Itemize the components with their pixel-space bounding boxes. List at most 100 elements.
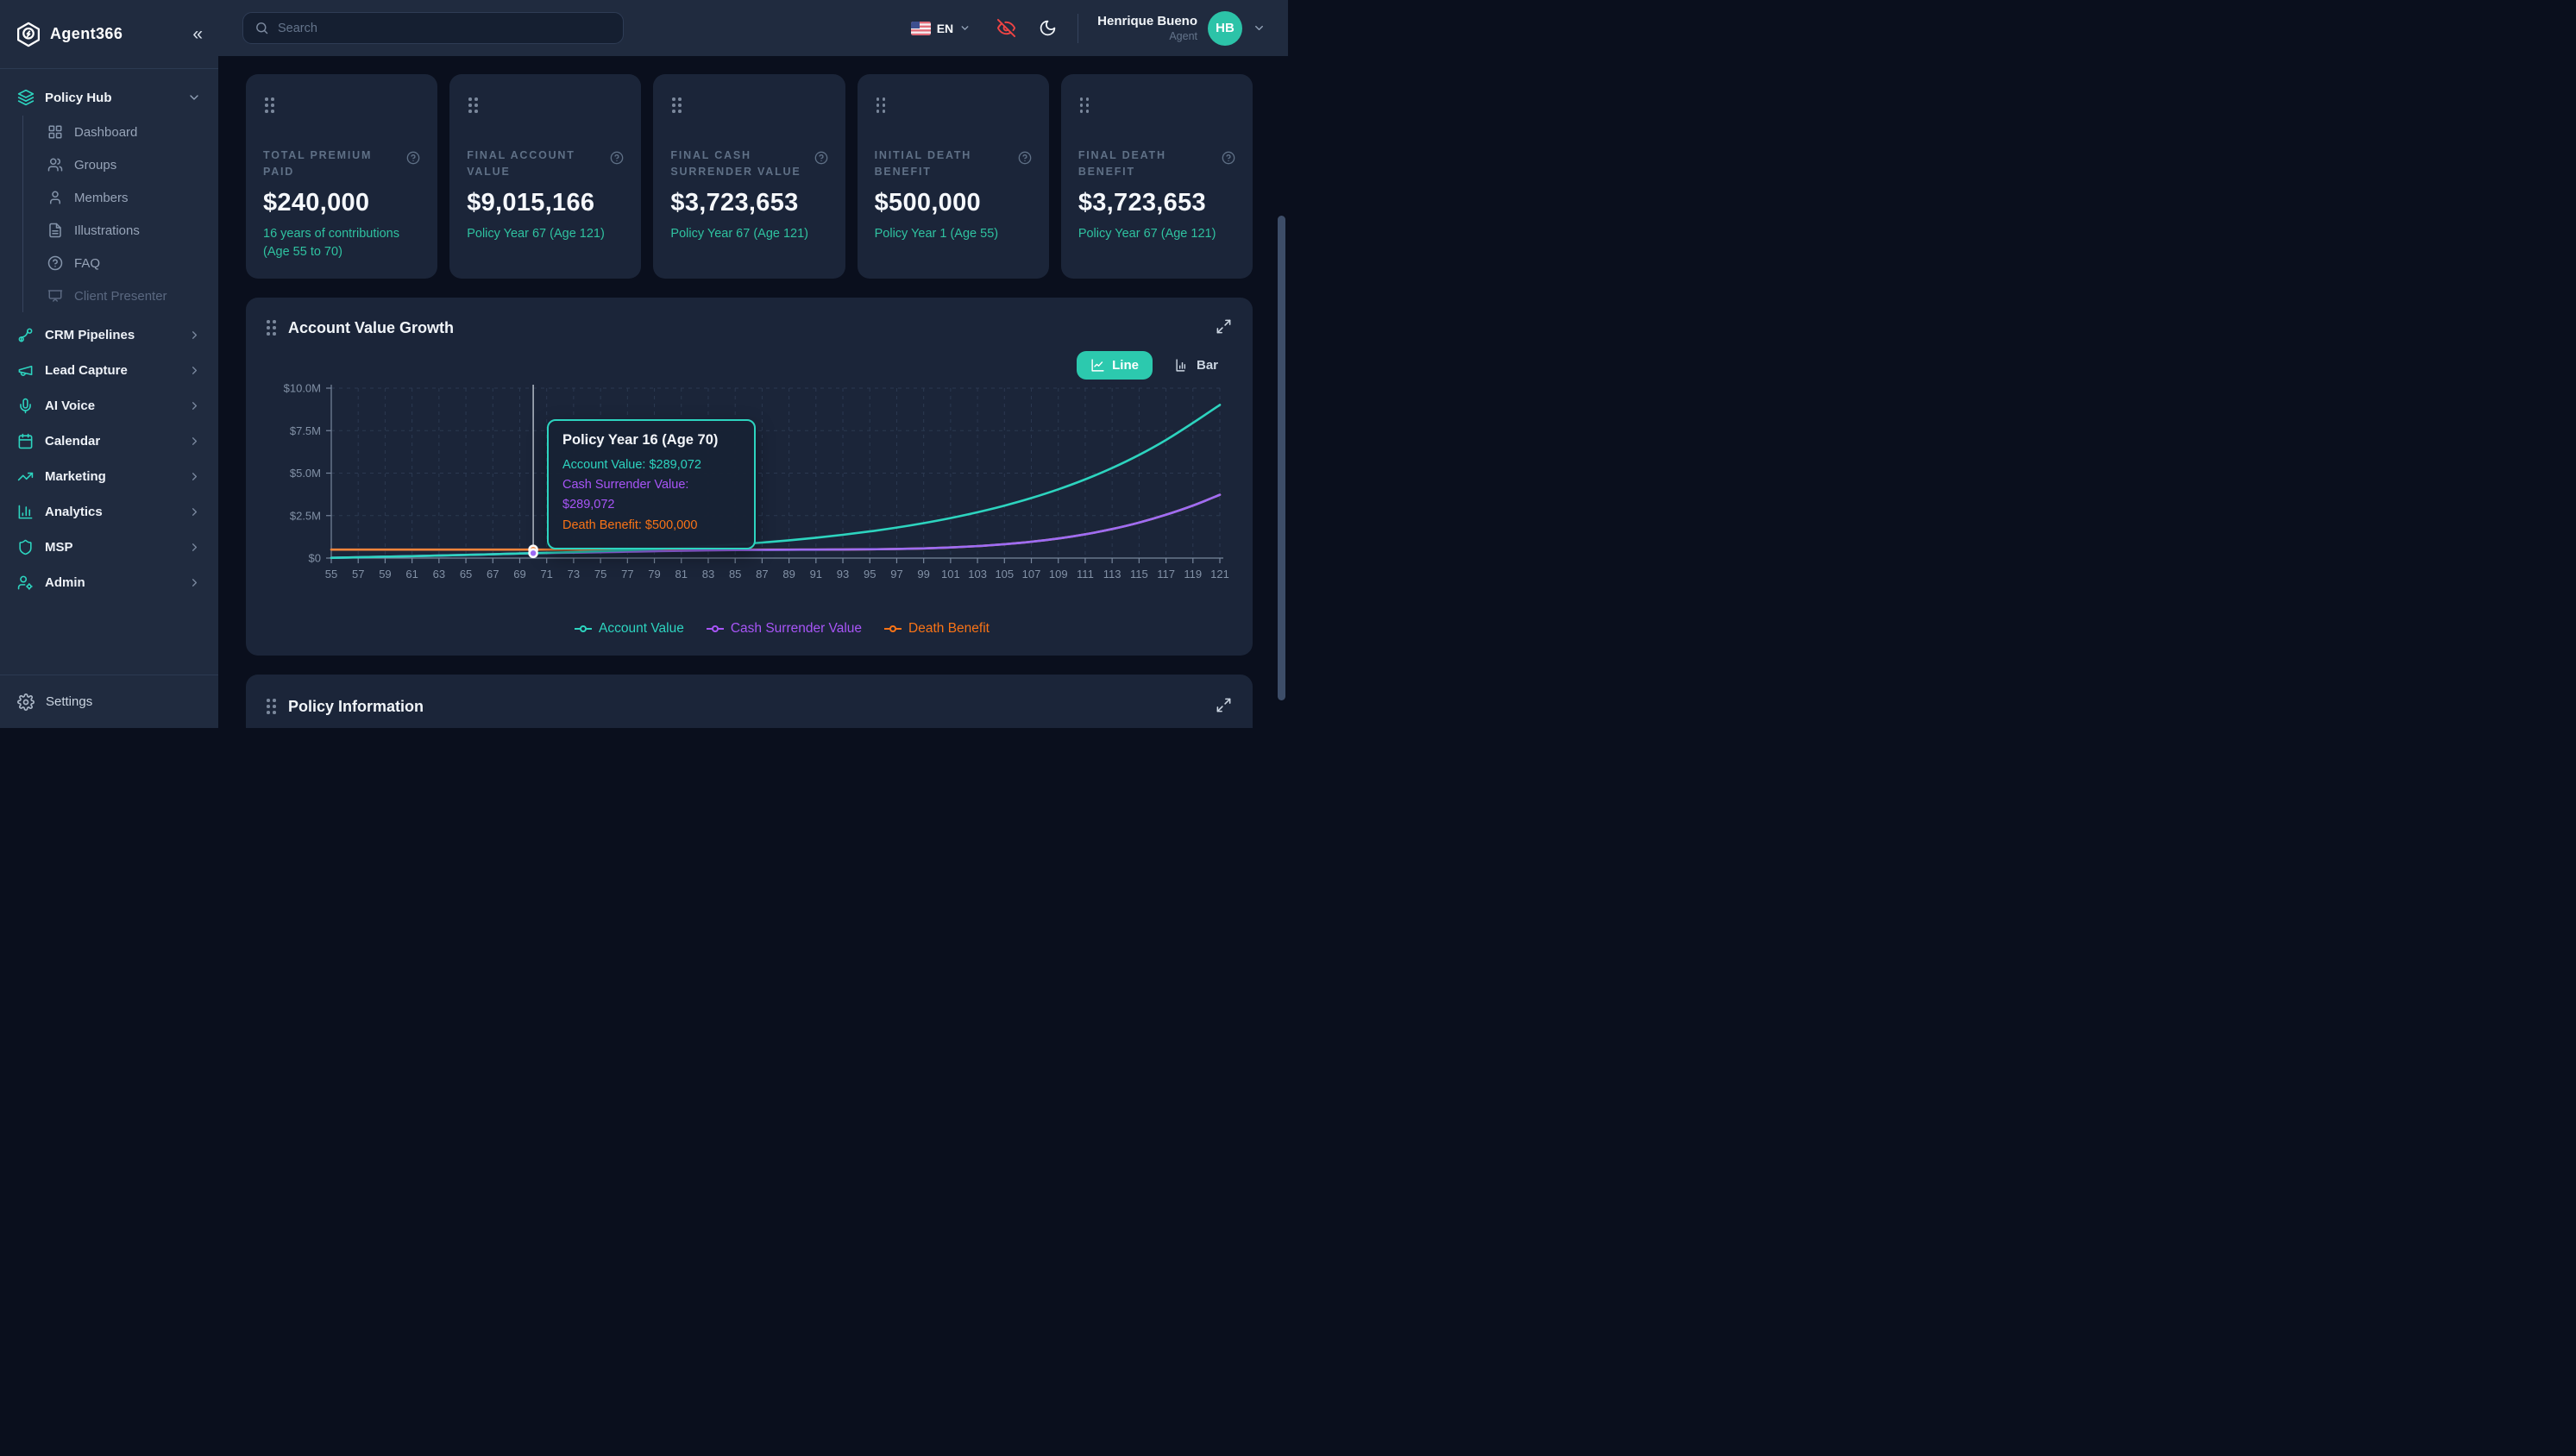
svg-text:119: 119	[1184, 568, 1202, 581]
drag-handle-icon[interactable]	[876, 97, 886, 113]
gear-icon	[17, 693, 35, 711]
app-title: Agent366	[50, 25, 123, 42]
legend-item-account-value[interactable]: Account Value	[575, 621, 684, 637]
users-icon	[47, 157, 63, 173]
stat-card-final-death-benefit: Final Death Benefit $3,723,653 Policy Ye…	[1060, 74, 1253, 279]
line-chart-icon	[1090, 358, 1105, 373]
stat-subtitle: 16 years of contributions (Age 55 to 70)	[263, 226, 399, 260]
svg-text:109: 109	[1049, 568, 1068, 581]
help-circle-icon[interactable]	[610, 151, 624, 165]
help-circle-icon[interactable]	[814, 151, 828, 165]
svg-text:91: 91	[810, 568, 822, 581]
stat-card-total-premium-paid: Total Premium Paid $240,000 16 years of …	[246, 74, 438, 279]
legend-item-cash-surrender-value[interactable]: Cash Surrender Value	[706, 621, 863, 637]
sidebar-item-label: FAQ	[74, 255, 101, 271]
sidebar-item-marketing[interactable]: Marketing	[10, 459, 208, 494]
file-text-icon	[47, 223, 63, 238]
drag-handle-icon[interactable]	[267, 699, 276, 714]
stat-card-initial-death-benefit: Initial Death Benefit $500,000 Policy Ye…	[857, 74, 1049, 279]
legend-item-death-benefit[interactable]: Death Benefit	[884, 621, 990, 637]
avatar[interactable]: HB	[1208, 10, 1242, 46]
svg-text:85: 85	[729, 568, 741, 581]
sidebar-item-ai-voice[interactable]: AI Voice	[10, 388, 208, 424]
presentation-icon	[47, 288, 63, 304]
trending-up-icon	[17, 468, 34, 485]
tooltip-title: Policy Year 16 (Age 70)	[562, 432, 719, 448]
chevron-down-icon	[1253, 22, 1266, 35]
stat-label: Final Death Benefit	[1078, 149, 1166, 178]
growth-chart-svg: $0 $2.5M $5.0M $7.5M $10.0M 55 57 59 61 63 65 67 69 7…	[284, 382, 1229, 581]
user-menu[interactable]: Henrique Bueno Agent HB	[1097, 10, 1266, 46]
sidebar-item-dashboard[interactable]: Dashboard	[23, 116, 208, 148]
growth-chart-plot[interactable]: $0 $2.5M $5.0M $7.5M $10.0M 55 57 59 61 63 65 67 69 7…	[267, 382, 1232, 589]
stat-cards-row: Total Premium Paid $240,000 16 years of …	[246, 74, 1253, 279]
drag-handle-icon[interactable]	[267, 320, 276, 336]
svg-text:79: 79	[648, 568, 660, 581]
help-circle-icon[interactable]	[1222, 151, 1235, 165]
legend-label: Death Benefit	[908, 621, 990, 636]
expand-panel-button[interactable]	[1216, 697, 1232, 716]
page-scrollbar[interactable]	[1278, 216, 1285, 700]
drag-handle-icon[interactable]	[468, 97, 478, 113]
moon-icon	[1039, 19, 1057, 37]
search-input[interactable]	[278, 21, 612, 35]
line-view-label: Line	[1112, 358, 1139, 373]
sidebar-item-label: MSP	[45, 540, 73, 555]
drag-handle-icon[interactable]	[265, 97, 274, 113]
maximize-icon	[1216, 697, 1232, 713]
help-circle-icon[interactable]	[1018, 151, 1032, 165]
svg-text:97: 97	[890, 568, 902, 581]
chevron-down-icon	[959, 22, 971, 34]
tooltip-account-value: Account Value: $289,072	[562, 458, 701, 472]
theme-toggle-button[interactable]	[1039, 19, 1057, 37]
expand-panel-button[interactable]	[1216, 318, 1232, 337]
sidebar-item-members[interactable]: Members	[23, 181, 208, 214]
help-circle-icon[interactable]	[406, 151, 420, 165]
sidebar-item-calendar[interactable]: Calendar	[10, 424, 208, 459]
search-input-wrapper	[242, 12, 624, 44]
drag-handle-icon[interactable]	[672, 97, 682, 113]
tooltip-cash-surrender-value: Cash Surrender Value: $289,072	[562, 478, 689, 512]
svg-text:$0: $0	[309, 552, 321, 565]
hide-values-button[interactable]	[996, 18, 1016, 38]
sidebar-item-policy-hub[interactable]: Policy Hub	[10, 81, 208, 114]
sidebar-item-analytics[interactable]: Analytics	[10, 494, 208, 530]
svg-text:115: 115	[1130, 568, 1148, 581]
sidebar-collapse-button[interactable]: «	[192, 24, 203, 44]
sidebar-item-settings[interactable]: Settings	[0, 675, 218, 728]
eye-off-icon	[996, 18, 1016, 38]
stat-value: $9,015,166	[467, 188, 595, 217]
bar-chart-icon	[1175, 358, 1190, 373]
line-view-button[interactable]: Line	[1077, 351, 1153, 380]
sidebar-item-lead-capture[interactable]: Lead Capture	[10, 353, 208, 388]
legend-label: Account Value	[599, 621, 684, 636]
sidebar-item-illustrations[interactable]: Illustrations	[23, 214, 208, 247]
user-name: Henrique Bueno	[1097, 14, 1197, 28]
sidebar-item-faq[interactable]: FAQ	[23, 247, 208, 279]
stat-subtitle: Policy Year 67 (Age 121)	[1078, 226, 1216, 241]
user-gear-icon	[17, 574, 34, 591]
chevron-right-icon	[188, 399, 201, 412]
chevron-right-icon	[188, 541, 201, 554]
sidebar-item-msp[interactable]: MSP	[10, 530, 208, 565]
language-switcher[interactable]: EN	[910, 21, 971, 35]
svg-text:111: 111	[1077, 568, 1094, 581]
sidebar-item-label: Lead Capture	[45, 363, 128, 378]
sidebar-item-crm-pipelines[interactable]: CRM Pipelines	[10, 317, 208, 353]
megaphone-icon	[17, 362, 34, 379]
main-area: EN Henrique Bueno Agent	[218, 0, 1288, 728]
svg-text:$7.5M: $7.5M	[290, 424, 321, 437]
svg-text:95: 95	[864, 568, 876, 581]
bar-view-button[interactable]: Bar	[1161, 351, 1232, 380]
drag-handle-icon[interactable]	[1079, 97, 1090, 113]
svg-text:103: 103	[968, 568, 987, 581]
policy-hub-submenu: Dashboard Groups Members Illustrations	[22, 116, 208, 312]
legend-label: Cash Surrender Value	[730, 621, 863, 636]
language-label: EN	[936, 21, 954, 35]
sidebar-header: Agent366 «	[0, 0, 218, 69]
sidebar-item-admin[interactable]: Admin	[10, 565, 208, 600]
sidebar-item-client-presenter[interactable]: Client Presenter	[23, 279, 208, 312]
sidebar: Agent366 « Policy Hub Dashboard	[0, 0, 218, 728]
sidebar-item-groups[interactable]: Groups	[23, 148, 208, 181]
sidebar-item-label: Illustrations	[74, 223, 140, 238]
